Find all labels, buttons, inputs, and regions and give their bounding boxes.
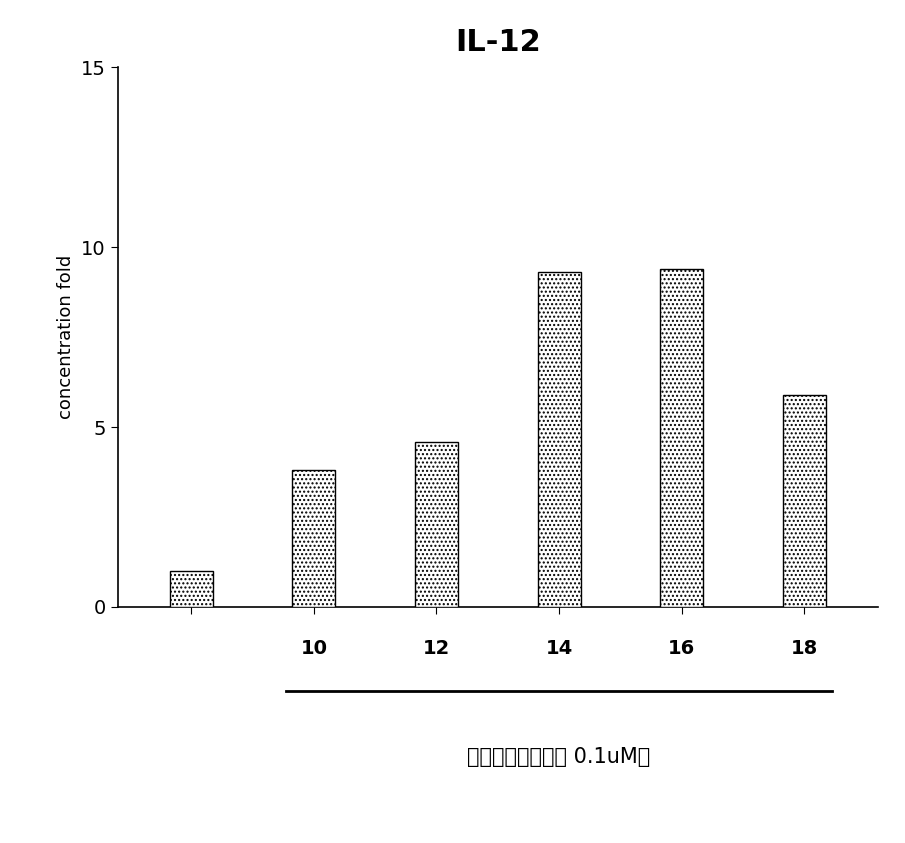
Text: 10: 10: [300, 639, 328, 658]
Bar: [415, 442, 458, 607]
Text: 18: 18: [791, 639, 818, 658]
Text: 16: 16: [668, 639, 695, 658]
Bar: [783, 395, 825, 607]
Bar: [538, 272, 580, 607]
Bar: [170, 571, 213, 607]
Bar: [661, 269, 703, 607]
Text: 新型抗体（浓度为 0.1uM）: 新型抗体（浓度为 0.1uM）: [467, 747, 651, 767]
Text: 14: 14: [546, 639, 573, 658]
Y-axis label: concentration fold: concentration fold: [57, 255, 75, 419]
Title: IL-12: IL-12: [455, 28, 540, 56]
Bar: [292, 470, 335, 607]
Text: 12: 12: [423, 639, 450, 658]
